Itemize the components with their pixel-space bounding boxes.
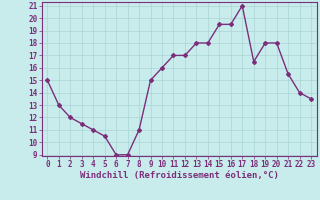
X-axis label: Windchill (Refroidissement éolien,°C): Windchill (Refroidissement éolien,°C) [80, 171, 279, 180]
